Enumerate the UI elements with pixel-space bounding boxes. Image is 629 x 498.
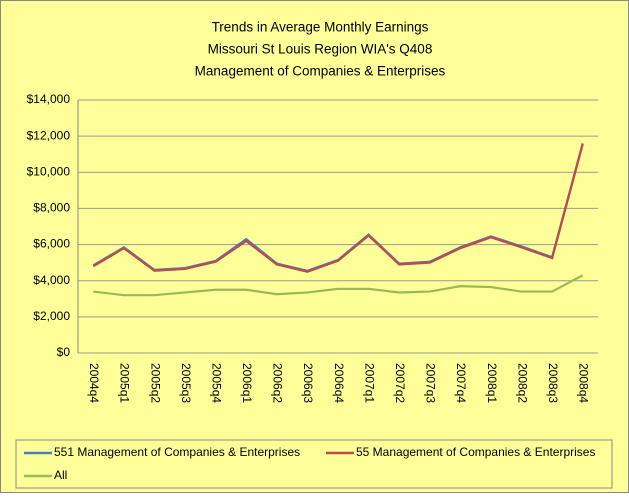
y-tick-label: $10,000: [27, 164, 71, 178]
chart-title: Missouri St Louis Region WIA's Q408: [208, 42, 433, 57]
legend-label: All: [54, 468, 67, 482]
legend-label: 55 Management of Companies & Enterprises: [356, 445, 595, 459]
y-tick-label: $6,000: [33, 237, 70, 251]
x-tick-label: 2008q2: [515, 363, 529, 403]
x-tick-label: 2006q4: [332, 363, 346, 403]
x-tick-label: 2005q4: [209, 363, 223, 403]
x-tick-label: 2007q4: [454, 363, 468, 403]
chart-title: Management of Companies & Enterprises: [195, 64, 446, 79]
series-line: [93, 274, 584, 297]
legend-box: [15, 439, 613, 489]
x-tick-label: 2008q4: [577, 363, 591, 403]
x-tick-label: 2005q2: [148, 363, 162, 403]
y-tick-label: $2,000: [33, 309, 70, 323]
x-tick-label: 2008q3: [546, 363, 560, 403]
y-tick-label: $8,000: [33, 201, 70, 215]
chart-title: Trends in Average Monthly Earnings: [212, 20, 429, 35]
y-tick-label: $14,000: [27, 92, 71, 106]
x-tick-label: 2008q1: [485, 363, 499, 403]
y-tick-label: $4,000: [33, 273, 70, 287]
x-tick-label: 2007q2: [393, 363, 407, 403]
x-tick-label: 2006q3: [301, 363, 315, 403]
x-tick-label: 2004q4: [87, 363, 101, 403]
x-tick-label: 2006q1: [240, 363, 254, 403]
y-tick-label: $12,000: [27, 128, 71, 142]
x-tick-label: 2005q1: [118, 363, 132, 403]
x-tick-label: 2007q1: [362, 363, 376, 403]
y-tick-label: $0: [57, 345, 71, 359]
x-tick-label: 2007q3: [424, 363, 438, 403]
legend-label: 551 Management of Companies & Enterprise…: [54, 445, 300, 459]
x-tick-label: 2006q2: [271, 363, 285, 403]
series-line: [92, 143, 584, 273]
x-tick-label: 2005q3: [179, 363, 193, 403]
